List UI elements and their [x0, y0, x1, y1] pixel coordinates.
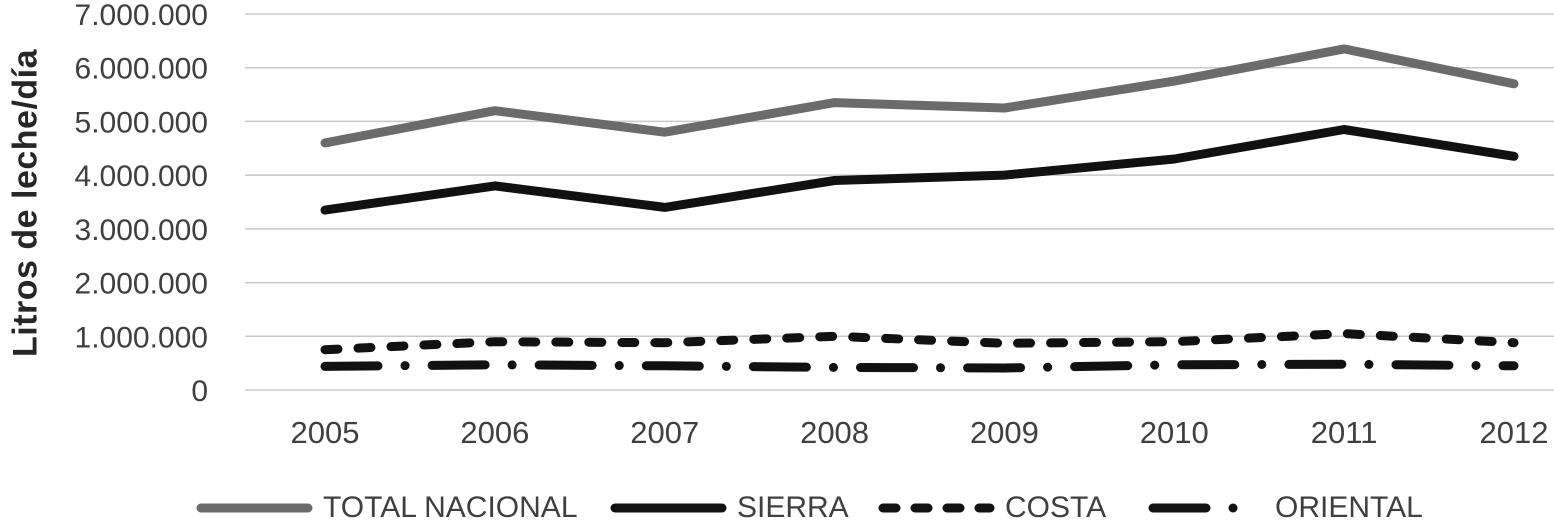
legend-item-total-nacional: TOTAL NACIONAL: [196, 491, 578, 524]
legend-label-oriental: ORIENTAL: [1275, 491, 1423, 524]
x-tick-label: 2011: [1311, 415, 1378, 450]
y-tick-label: 0: [191, 375, 208, 408]
y-tick-label: 5.000.000: [75, 106, 208, 139]
x-tick-label: 2008: [800, 415, 869, 450]
x-tick-label: 2007: [630, 415, 699, 450]
legend-label-costa: COSTA: [1005, 491, 1107, 524]
y-tick-label: 2.000.000: [75, 268, 208, 301]
legend-swatch-costa: [878, 503, 995, 513]
x-tick-label: 2006: [460, 415, 529, 450]
y-tick-label: 4.000.000: [75, 160, 208, 193]
legend-swatch-sierra: [610, 503, 727, 513]
line-oriental: [320, 359, 1519, 373]
y-tick-label: 6.000.000: [75, 53, 208, 86]
legend-item-sierra: SIERRA: [610, 491, 849, 524]
legend-swatch-oriental: [1148, 503, 1251, 513]
x-tick-label: 2009: [970, 415, 1039, 450]
line-total-nacional: [320, 44, 1519, 148]
x-tick-label: 2010: [1140, 415, 1209, 450]
x-tick-label: 2012: [1480, 415, 1549, 450]
legend-item-oriental: ORIENTAL: [1148, 491, 1423, 524]
legend-label-sierra: SIERRA: [737, 491, 849, 524]
y-tick-label: 1.000.000: [75, 321, 208, 354]
y-tick-label: 7.000.000: [75, 0, 208, 32]
legend-label-total-nacional: TOTAL NACIONAL: [323, 491, 578, 524]
x-tick-label: 2005: [291, 415, 360, 450]
line-sierra: [320, 125, 1519, 215]
legend-swatch-total-nacional: [196, 503, 313, 513]
y-tick-label: 3.000.000: [75, 214, 208, 247]
legend-item-costa: COSTA: [878, 491, 1107, 524]
line-costa: [320, 329, 1519, 355]
